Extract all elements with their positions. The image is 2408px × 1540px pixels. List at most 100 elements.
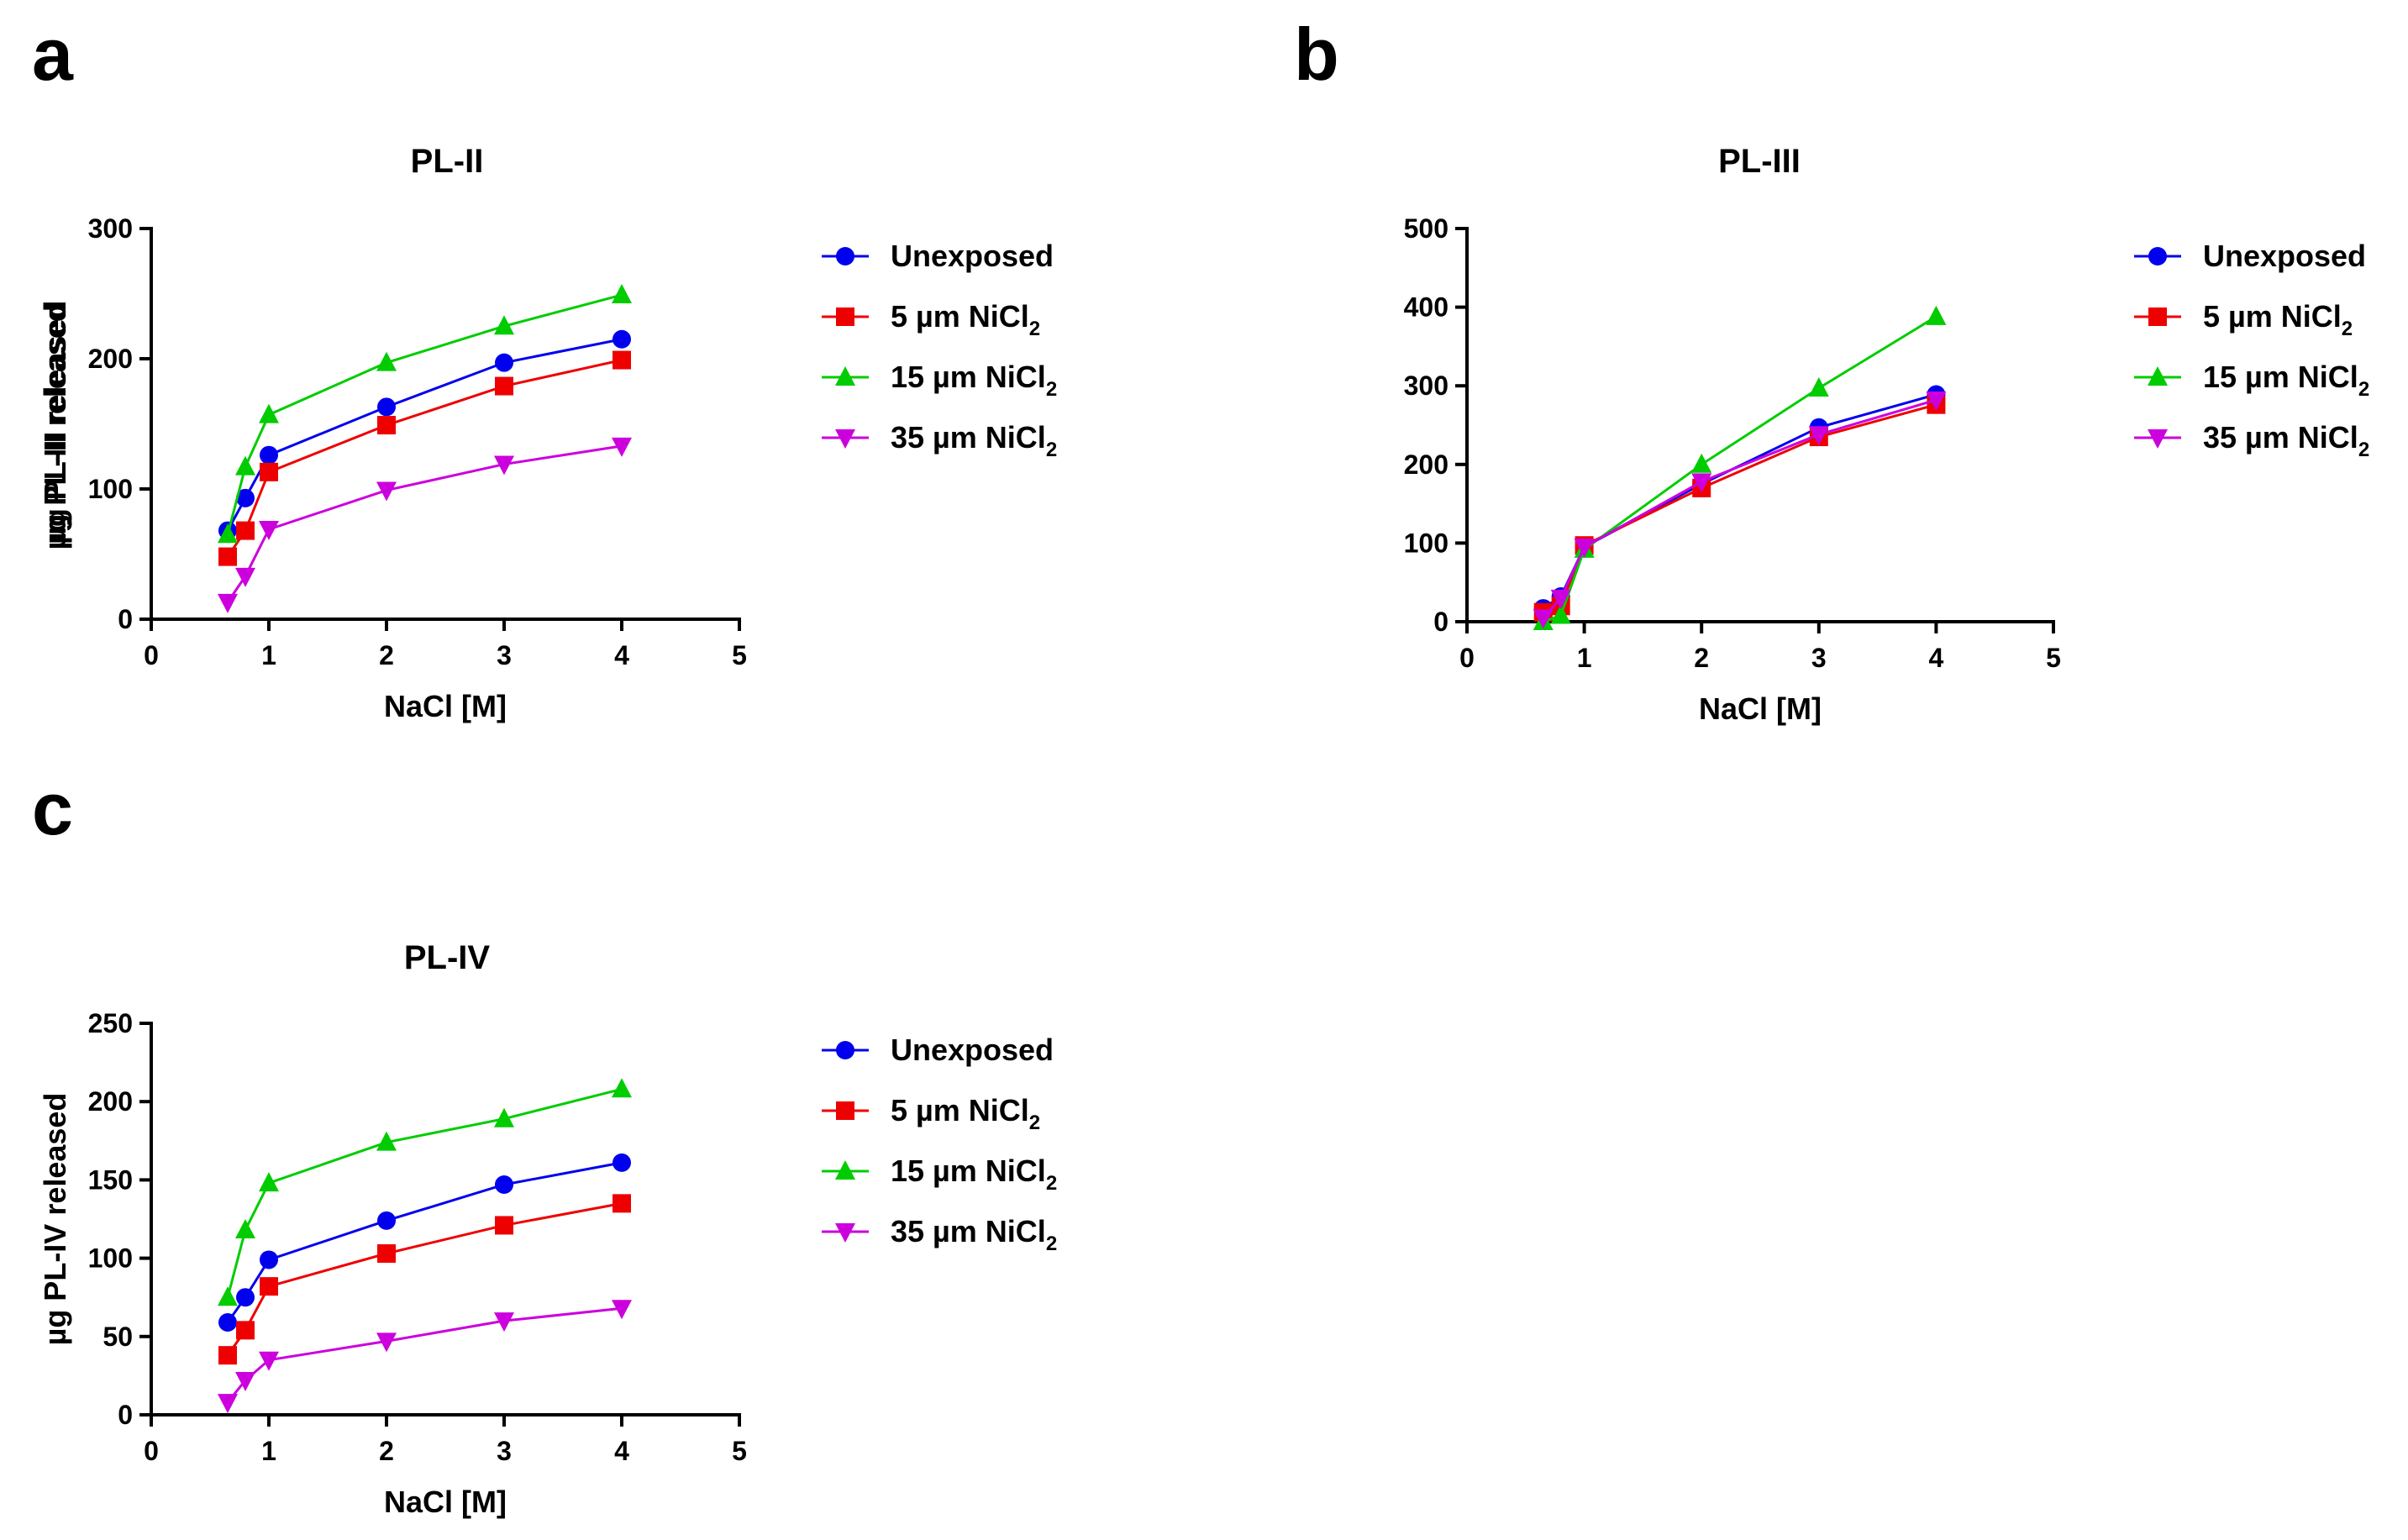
legend-label: 5 µm NiCl2 bbox=[891, 1093, 1040, 1134]
data-point bbox=[1691, 453, 1712, 473]
series-line bbox=[226, 1306, 623, 1404]
data-point bbox=[612, 284, 632, 304]
x-tick-label: 4 bbox=[614, 640, 629, 670]
x-tick-label: 0 bbox=[1459, 643, 1475, 673]
y-tick-label: 150 bbox=[88, 1164, 133, 1195]
y-tick-label: 500 bbox=[1404, 213, 1448, 244]
series-line bbox=[226, 338, 623, 532]
data-point bbox=[376, 351, 397, 371]
data-point bbox=[613, 350, 631, 370]
legend-marker bbox=[835, 366, 855, 386]
y-tick-label: 100 bbox=[88, 1243, 133, 1274]
data-point bbox=[218, 593, 238, 613]
legend-marker bbox=[835, 1223, 855, 1243]
x-tick-label: 2 bbox=[379, 640, 394, 670]
data-point bbox=[1550, 589, 1571, 609]
legend-label: 5 µm NiCl2 bbox=[891, 299, 1040, 340]
data-point bbox=[613, 1194, 631, 1213]
data-point bbox=[377, 1211, 396, 1230]
data-point bbox=[612, 437, 632, 457]
data-point bbox=[235, 567, 255, 587]
y-tick-label: 400 bbox=[1404, 292, 1448, 323]
legend-marker bbox=[835, 429, 855, 449]
data-point bbox=[612, 1078, 632, 1098]
data-point bbox=[218, 523, 238, 544]
data-point bbox=[260, 445, 278, 465]
data-point bbox=[218, 547, 237, 566]
series-line bbox=[226, 1087, 623, 1298]
data-point bbox=[236, 488, 255, 507]
data-point bbox=[260, 462, 278, 481]
x-tick-label: 4 bbox=[614, 1436, 629, 1466]
x-axis-label: NaCl [M] bbox=[384, 689, 507, 723]
data-point bbox=[613, 1153, 631, 1172]
data-point bbox=[235, 1371, 255, 1391]
y-tick-label: 100 bbox=[1404, 528, 1448, 558]
legend: Unexposed 5 µm NiCl2 15 µm NiCl2 35 µm NiCl… bbox=[822, 239, 1057, 461]
data-point bbox=[1533, 609, 1554, 629]
series-2 bbox=[218, 1194, 631, 1365]
y-tick-label: 200 bbox=[88, 344, 133, 374]
data-point bbox=[218, 1346, 237, 1365]
data-point bbox=[218, 1313, 237, 1332]
panel-letter: c bbox=[32, 767, 73, 850]
data-point bbox=[259, 521, 279, 541]
legend-label: Unexposed bbox=[891, 1033, 1054, 1067]
legend: Unexposed 5 µm NiCl2 15 µm NiCl2 35 µm NiCl… bbox=[822, 1033, 1057, 1255]
legend-label: 15 µm NiCl2 bbox=[2203, 360, 2369, 401]
x-tick-label: 3 bbox=[497, 640, 512, 670]
data-point bbox=[236, 1321, 255, 1340]
data-point bbox=[236, 521, 255, 540]
data-point bbox=[613, 329, 631, 349]
data-point bbox=[376, 1131, 397, 1151]
series-line bbox=[226, 359, 623, 558]
legend-marker bbox=[2148, 366, 2168, 386]
legend-marker bbox=[836, 1101, 854, 1120]
panel-letter: b bbox=[1294, 13, 1339, 96]
x-tick-label: 5 bbox=[732, 640, 747, 670]
y-tick-label: 0 bbox=[118, 604, 133, 634]
legend-marker bbox=[2148, 247, 2167, 265]
y-axis-label: µg PL-II released bbox=[38, 303, 72, 544]
data-point bbox=[494, 1107, 514, 1127]
series-line bbox=[226, 1161, 623, 1323]
y-tick-label: 0 bbox=[118, 1400, 133, 1430]
x-tick-label: 2 bbox=[379, 1436, 394, 1466]
y-tick-label: 0 bbox=[1433, 607, 1448, 637]
legend-label: 35 µm NiCl2 bbox=[891, 1214, 1057, 1255]
x-tick-label: 3 bbox=[1811, 643, 1827, 673]
x-tick-label: 3 bbox=[497, 1436, 512, 1466]
data-point bbox=[377, 397, 396, 417]
data-point bbox=[260, 1250, 278, 1269]
chart-panel-a: a PL-II 0 1 2 3 4 5 0 100 200 300 NaCl [M] µg PL-II r… bbox=[32, 13, 1057, 723]
series-4 bbox=[1533, 392, 1947, 629]
data-point bbox=[495, 376, 513, 396]
legend-marker bbox=[836, 1041, 854, 1059]
series-3 bbox=[1533, 305, 1947, 630]
x-tick-label: 4 bbox=[1929, 643, 1944, 673]
data-point bbox=[494, 455, 514, 476]
data-point bbox=[494, 315, 514, 335]
y-tick-label: 200 bbox=[88, 1086, 133, 1117]
y-tick-label: 300 bbox=[88, 213, 133, 244]
series-1 bbox=[218, 1153, 631, 1332]
series-line bbox=[226, 293, 623, 535]
y-tick-label: 250 bbox=[88, 1008, 133, 1038]
data-point bbox=[218, 1394, 238, 1414]
legend-label: 15 µm NiCl2 bbox=[891, 360, 1057, 401]
data-point bbox=[259, 403, 279, 423]
y-axis-label: µg PL-III released bbox=[38, 301, 72, 550]
data-point bbox=[1808, 377, 1829, 397]
data-point bbox=[376, 481, 397, 502]
y-tick-label: 200 bbox=[1404, 449, 1448, 480]
data-point bbox=[495, 353, 513, 372]
series-2 bbox=[1533, 395, 1946, 622]
series-4 bbox=[218, 437, 632, 613]
data-point bbox=[1808, 426, 1829, 446]
data-point bbox=[494, 1312, 514, 1332]
data-point bbox=[1574, 539, 1595, 559]
x-tick-label: 2 bbox=[1694, 643, 1709, 673]
